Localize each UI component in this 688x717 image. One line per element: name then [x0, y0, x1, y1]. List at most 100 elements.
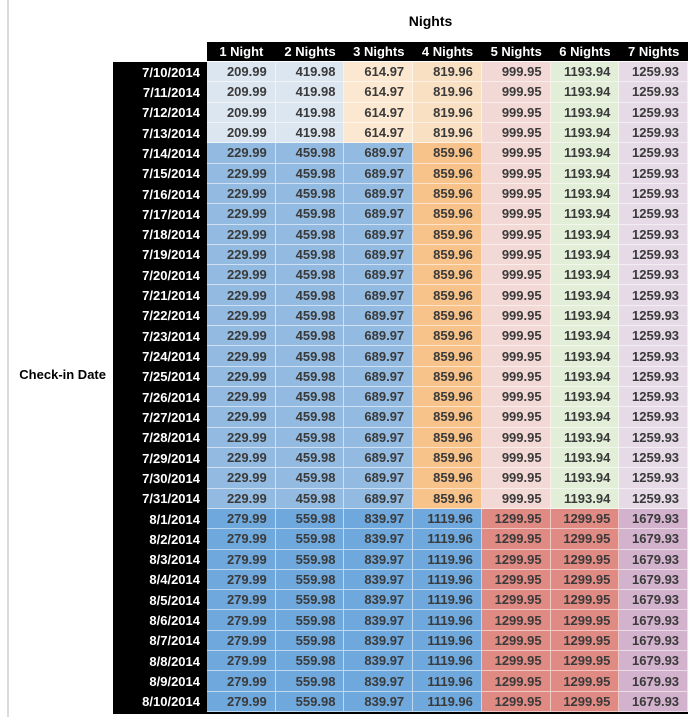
table-row: 7/11/2014 209.99 419.98 614.97 819.96 999.95 1…: [113, 82, 688, 103]
price-cell: 999.95: [481, 346, 551, 367]
price-cell: 689.97: [344, 488, 414, 509]
price-cell: 459.98: [275, 163, 345, 184]
price-cell: 419.98: [275, 62, 345, 83]
price-cell: 1299.95: [550, 508, 620, 530]
price-cell: 209.99: [207, 102, 276, 123]
price-cell: 1119.96: [413, 549, 482, 570]
table-row: 7/24/2014 229.99 459.98 689.97 859.96 999.95 1…: [113, 346, 688, 367]
price-cell: 1193.94: [550, 447, 620, 469]
price-cell: 819.96: [413, 62, 482, 83]
price-cell: 859.96: [413, 244, 482, 266]
price-cell: 229.99: [207, 407, 276, 428]
price-cell: 229.99: [207, 143, 276, 164]
price-cell: 229.99: [207, 488, 276, 509]
price-cell: 1193.94: [550, 387, 620, 408]
table-row: 7/18/2014 229.99 459.98 689.97 859.96 999.95 1…: [113, 224, 688, 245]
price-cell: 229.99: [207, 326, 276, 347]
column-header-row: 1 Night 2 Nights 3 Nights 4 Nights 5 Nights 6…: [207, 42, 688, 61]
price-cell: 999.95: [481, 163, 551, 184]
price-cell: 859.96: [413, 427, 482, 448]
price-cell: 1679.93: [619, 630, 688, 652]
price-cell: 689.97: [344, 163, 414, 184]
price-cell: 614.97: [344, 82, 414, 103]
price-cell: 559.98: [275, 508, 345, 530]
price-cell: 819.96: [413, 102, 482, 123]
price-cell: 839.97: [344, 630, 414, 652]
price-cell: 559.98: [275, 529, 345, 550]
column-header: 4 Nights: [421, 44, 474, 59]
table-row: 7/28/2014 229.99 459.98 689.97 859.96 999.95 1…: [113, 427, 688, 448]
price-cell: 689.97: [344, 366, 414, 387]
price-cell: 999.95: [481, 265, 551, 286]
table-row: 7/26/2014 229.99 459.98 689.97 859.96 999.95 1…: [113, 387, 688, 408]
price-cell: 459.98: [275, 387, 345, 408]
price-cell: 689.97: [344, 224, 414, 245]
price-cell: 689.97: [344, 183, 414, 205]
price-cell: 279.99: [207, 630, 276, 652]
table-row: 7/15/2014 229.99 459.98 689.97 859.96 999.95 1…: [113, 163, 688, 184]
price-cell: 999.95: [481, 204, 551, 225]
price-cell: 459.98: [275, 285, 345, 306]
price-cell: 1259.93: [619, 468, 688, 489]
price-cell: 689.97: [344, 204, 414, 225]
price-cell: 999.95: [481, 305, 551, 327]
table-row: 7/10/2014 209.99 419.98 614.97 819.96 999.95 1…: [113, 62, 688, 83]
price-cell: 1259.93: [619, 366, 688, 387]
price-cell: 279.99: [207, 508, 276, 530]
price-cell: 1193.94: [550, 488, 620, 509]
column-header: 6 Nights: [559, 44, 611, 59]
price-cell: 1259.93: [619, 244, 688, 266]
table-row: 7/17/2014 229.99 459.98 689.97 859.96 999.95 1…: [113, 204, 688, 225]
price-cell: 279.99: [207, 691, 276, 712]
price-cell: 689.97: [344, 305, 414, 327]
price-cell: 229.99: [207, 387, 276, 408]
price-cell: 459.98: [275, 143, 345, 164]
table-row: 8/8/2014 279.99 559.98 839.97 1119.96 1299.95…: [113, 651, 688, 672]
table-row: 8/1/2014 279.99 559.98 839.97 1119.96 1299.95…: [113, 508, 688, 530]
price-cell: 1259.93: [619, 122, 688, 144]
price-cell: 459.98: [275, 488, 345, 509]
price-cell: 999.95: [481, 387, 551, 408]
row-header-date: 7/20/2014: [113, 265, 207, 286]
price-cell: 1193.94: [550, 244, 620, 266]
price-cell: 1259.93: [619, 326, 688, 347]
price-cell: 229.99: [207, 183, 276, 205]
row-header-date: 7/17/2014: [113, 204, 207, 225]
price-cell: 614.97: [344, 102, 414, 123]
price-cell: 229.99: [207, 468, 276, 489]
price-cell: 1679.93: [619, 671, 688, 692]
price-cell: 559.98: [275, 549, 345, 570]
price-cell: 999.95: [481, 82, 551, 103]
price-cell: 1259.93: [619, 183, 688, 205]
price-cell: 1193.94: [550, 62, 620, 83]
row-axis-label: Check-in Date: [19, 367, 106, 382]
table-row: 8/5/2014 279.99 559.98 839.97 1119.96 1299.95…: [113, 590, 688, 611]
row-header-date: 7/31/2014: [113, 488, 207, 509]
price-cell: 209.99: [207, 62, 276, 83]
price-cell: 1259.93: [619, 82, 688, 103]
column-header: 7 Nights: [628, 44, 680, 59]
price-cell: 1193.94: [550, 285, 620, 306]
price-cell: 1119.96: [413, 610, 482, 631]
price-cell: 689.97: [344, 285, 414, 306]
price-cell: 459.98: [275, 447, 345, 469]
price-cell: 859.96: [413, 265, 482, 286]
table-row: 7/13/2014 209.99 419.98 614.97 819.96 999.95 1…: [113, 122, 688, 144]
row-header-date: 7/28/2014: [113, 427, 207, 448]
price-cell: 689.97: [344, 407, 414, 428]
price-cell: 1259.93: [619, 224, 688, 245]
row-header-date: 7/13/2014: [113, 122, 207, 144]
price-cell: 859.96: [413, 468, 482, 489]
table-title: Nights: [408, 13, 453, 29]
price-cell: 419.98: [275, 82, 345, 103]
price-cell: 1193.94: [550, 143, 620, 164]
price-cell: 1259.93: [619, 427, 688, 448]
price-cell: 419.98: [275, 102, 345, 123]
price-cell: 1193.94: [550, 468, 620, 489]
row-header-date: 7/14/2014: [113, 143, 207, 164]
price-cell: 1193.94: [550, 224, 620, 245]
price-cell: 839.97: [344, 671, 414, 692]
price-cell: 999.95: [481, 468, 551, 489]
price-cell: 209.99: [207, 122, 276, 144]
price-cell: 229.99: [207, 305, 276, 327]
